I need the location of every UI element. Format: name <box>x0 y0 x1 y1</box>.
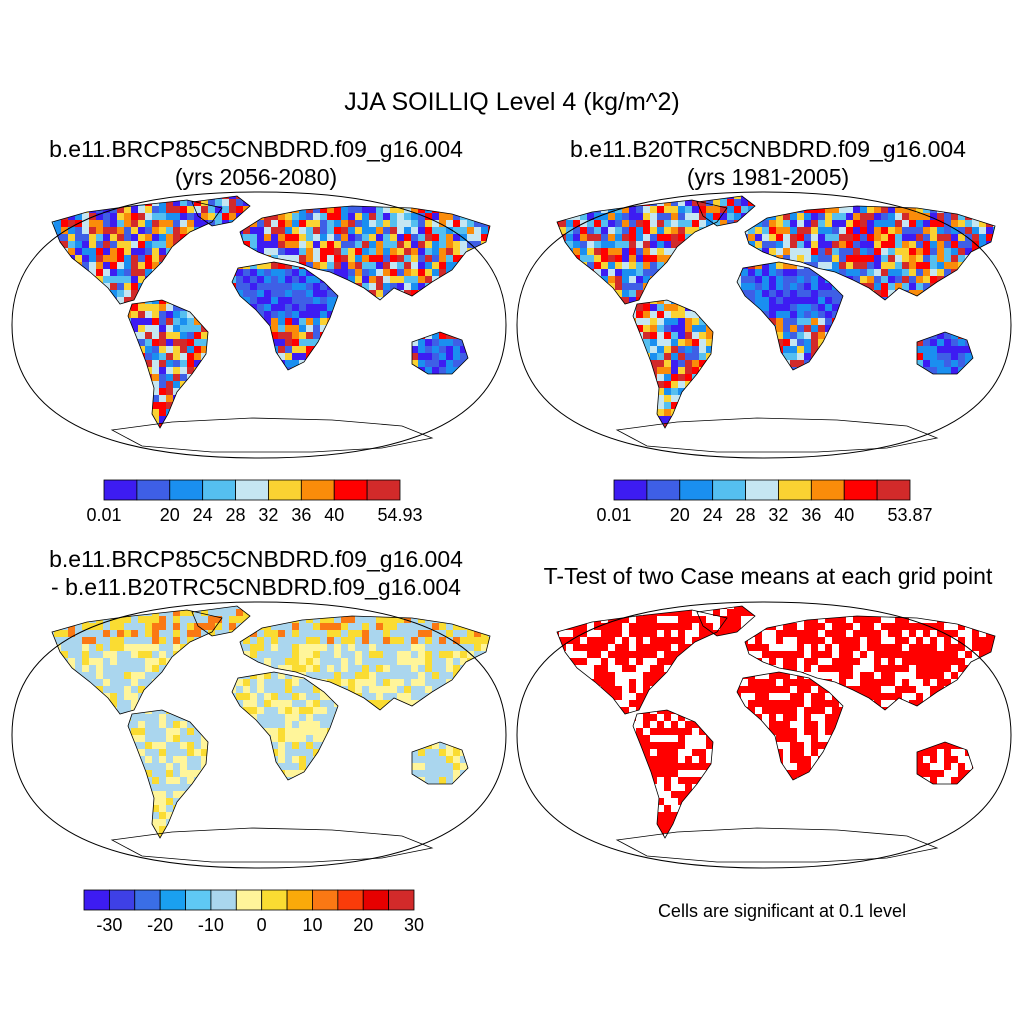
panel-2-title-line1: b.e11.B20TRC5CNBDRD.f09_g16.004 <box>570 136 966 162</box>
map-panel-ttest <box>516 601 1012 869</box>
colorbar-tick-label: 40 <box>324 505 344 525</box>
colorbar-swatch <box>810 479 845 501</box>
colorbar-swatch <box>268 479 302 501</box>
colorbar-swatch <box>337 889 364 911</box>
coastlines <box>51 195 491 453</box>
colorbar-tick-label: 0 <box>257 915 267 935</box>
map-panel-difference <box>11 601 507 869</box>
colorbar-tick-label: 20 <box>670 505 690 525</box>
colorbar-swatch <box>235 479 269 501</box>
colorbar-tick-label: 28 <box>736 505 756 525</box>
colorbar-swatch <box>286 889 313 911</box>
colorbar-swatch <box>362 889 390 911</box>
colorbar-swatch <box>185 889 212 911</box>
colorbar-swatch <box>312 889 339 911</box>
coastlines <box>556 605 996 863</box>
colorbar-difference: -30 -20 -10 0 10 20 30 <box>83 889 424 935</box>
colorbar-swatch <box>876 479 911 501</box>
colorbar-swatch <box>169 479 204 501</box>
colorbar-tick-label: -20 <box>147 915 173 935</box>
panel-4-title: T-Test of two Case means at each grid po… <box>512 562 1024 590</box>
colorbar-tick-label: 32 <box>768 505 788 525</box>
colorbar-tick-label: 20 <box>353 915 373 935</box>
colorbar-tick-label: 36 <box>291 505 311 525</box>
colorbar-swatch <box>202 479 236 501</box>
map-frame <box>516 191 1012 459</box>
panel-3-title-line1: b.e11.BRCP85C5CNBDRD.f09_g16.004 <box>49 546 463 572</box>
colorbar-tick-label: 10 <box>302 915 322 935</box>
map-panel-future <box>11 191 507 459</box>
colorbar-tick-label: 24 <box>193 505 213 525</box>
colorbar-historical: 0.01 20 24 28 32 36 40 53.87 <box>596 479 933 525</box>
colorbar-tick-label: 0.01 <box>596 505 631 525</box>
colorbar-tick-label: 24 <box>703 505 723 525</box>
colorbar-swatch <box>210 889 237 911</box>
colorbar-swatch <box>745 479 779 501</box>
map-panel-historical <box>516 191 1012 459</box>
colorbar-swatch <box>261 889 288 911</box>
colorbar-tick-label: 53.87 <box>887 505 932 525</box>
colorbar-swatch <box>108 889 136 911</box>
colorbar-tick-label: 36 <box>801 505 821 525</box>
colorbar-swatch <box>103 479 138 501</box>
colorbar-swatch <box>843 479 878 501</box>
map-frame <box>516 601 1012 869</box>
colorbar-swatch <box>83 889 110 911</box>
panel-3-title: b.e11.BRCP85C5CNBDRD.f09_g16.004 - b.e11… <box>0 545 512 601</box>
colorbar-swatch <box>778 479 812 501</box>
colorbar-swatch <box>159 889 186 911</box>
colorbar-swatch <box>235 889 263 911</box>
colorbar-tick-label: 54.93 <box>377 505 422 525</box>
colorbar-tick-label: 30 <box>404 915 424 935</box>
significance-note: Cells are significant at 0.1 level <box>657 901 907 921</box>
colorbar-swatch <box>136 479 171 501</box>
coastlines <box>51 605 491 863</box>
panel-1-title-line1: b.e11.BRCP85C5CNBDRD.f09_g16.004 <box>49 136 463 162</box>
colorbar-tick-label: -10 <box>198 915 224 935</box>
colorbar-swatch <box>366 479 401 501</box>
colorbar-future: 0.01 20 24 28 32 36 40 54.93 <box>86 479 423 525</box>
colorbar-swatch <box>646 479 681 501</box>
figure-title: JJA SOILLIQ Level 4 (kg/m^2) <box>344 88 680 116</box>
panel-3-title-line2: - b.e11.B20TRC5CNBDRD.f09_g16.004 <box>51 574 461 600</box>
colorbar-tick-label: 32 <box>258 505 278 525</box>
map-frame <box>11 601 507 869</box>
colorbar-swatch <box>613 479 648 501</box>
panel-1-title-line2: (yrs 2056-2080) <box>174 164 338 190</box>
panel-1-title: b.e11.BRCP85C5CNBDRD.f09_g16.004 (yrs 20… <box>0 135 512 191</box>
panel-2-title: b.e11.B20TRC5CNBDRD.f09_g16.004 (yrs 198… <box>512 135 1024 191</box>
colorbar-swatch <box>679 479 714 501</box>
colorbar-swatch <box>134 889 161 911</box>
colorbar-swatch <box>300 479 335 501</box>
colorbar-tick-label: -30 <box>96 915 122 935</box>
colorbar-tick-label: 40 <box>834 505 854 525</box>
map-frame <box>11 191 507 459</box>
colorbar-tick-label: 28 <box>226 505 246 525</box>
colorbar-tick-label: 0.01 <box>86 505 121 525</box>
colorbar-swatch <box>712 479 746 501</box>
colorbar-tick-label: 20 <box>160 505 180 525</box>
colorbar-swatch <box>333 479 368 501</box>
panel-2-title-line2: (yrs 1981-2005) <box>686 164 850 190</box>
colorbar-swatch <box>388 889 415 911</box>
coastlines <box>556 195 996 453</box>
panel-4-title-line1: T-Test of two Case means at each grid po… <box>543 563 993 589</box>
